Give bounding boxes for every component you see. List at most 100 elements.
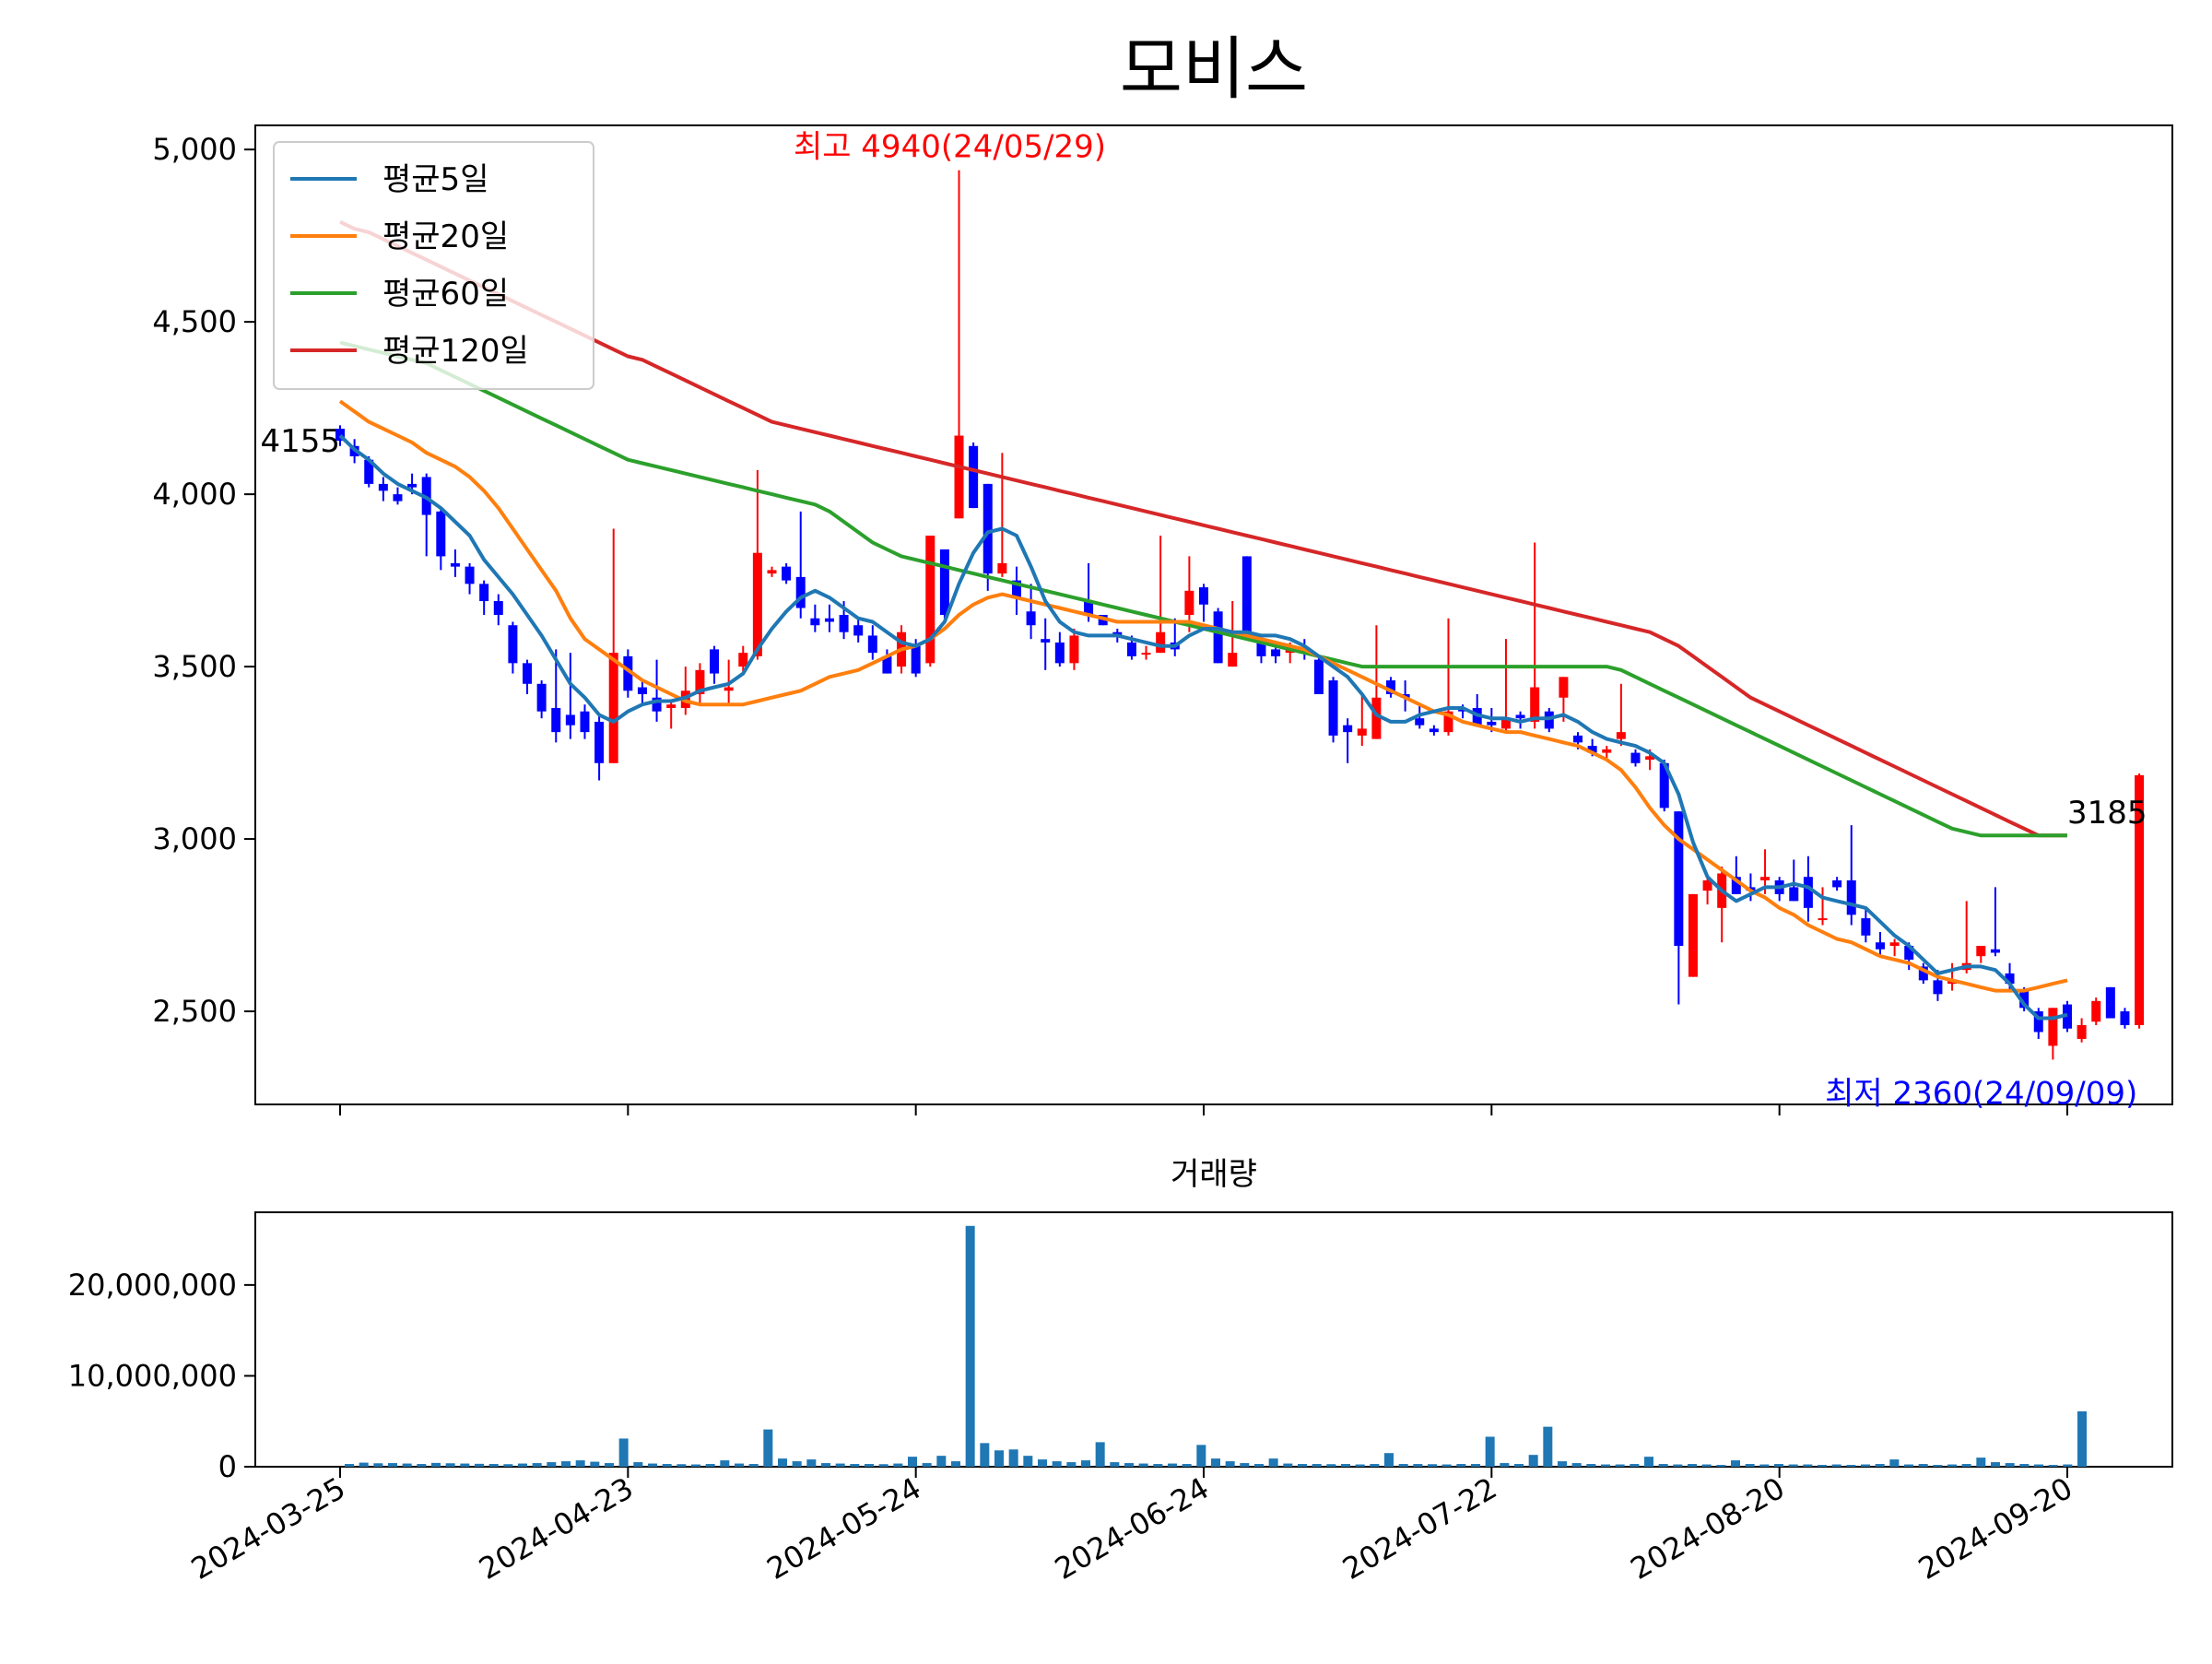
volume-panel-title: 거래량 xyxy=(1171,1156,1257,1193)
volume-bar xyxy=(1933,1465,1943,1467)
candle-body-up xyxy=(738,653,748,667)
candle-body-up xyxy=(2077,1024,2087,1039)
candle-body-up xyxy=(1228,653,1238,667)
legend-box xyxy=(273,141,594,390)
volume-bar xyxy=(691,1464,700,1467)
candle-body-up xyxy=(954,435,964,519)
candle-body-down xyxy=(911,645,921,674)
candle-body-down xyxy=(479,584,489,602)
candle-body-down xyxy=(1659,762,1669,808)
volume-bar xyxy=(1052,1461,1062,1467)
volume-bar xyxy=(1644,1457,1653,1467)
volume-bar xyxy=(806,1459,817,1467)
candle-body-up xyxy=(1500,718,1511,729)
candle-body-down xyxy=(1271,649,1281,656)
price-y-axis: 2,500 3,000 3,500 4,000 4,500 5,000 xyxy=(152,132,255,1029)
price-y-tick-label: 3,000 xyxy=(152,821,237,856)
volume-bar xyxy=(1543,1426,1553,1467)
volume-bar xyxy=(1571,1463,1582,1467)
volume-bar xyxy=(1456,1464,1466,1467)
candle-body-up xyxy=(1760,877,1771,880)
volume-bar xyxy=(1904,1464,1913,1467)
volume-bar xyxy=(1630,1464,1640,1467)
candle-body-down xyxy=(1731,877,1741,894)
volume-bar xyxy=(1701,1464,1712,1467)
volume-bar xyxy=(1081,1460,1090,1467)
volume-bar xyxy=(1413,1464,1423,1467)
volume-bar xyxy=(1731,1460,1740,1467)
volume-bar xyxy=(994,1450,1004,1467)
volume-bar xyxy=(1254,1464,1264,1467)
candle-body-up xyxy=(1645,756,1655,761)
volume-bar xyxy=(1355,1464,1365,1467)
volume-bar xyxy=(878,1464,888,1467)
volume-bar xyxy=(705,1464,715,1467)
candle-body-down xyxy=(1832,879,1842,888)
volume-bar xyxy=(1341,1464,1350,1467)
candle-body-down xyxy=(536,683,547,712)
candle-body-down xyxy=(580,711,590,733)
candle-body-down xyxy=(782,566,792,581)
candle-body-down xyxy=(853,625,864,636)
volume-bar xyxy=(1774,1464,1783,1467)
candle-body-down xyxy=(436,511,446,557)
candle-body-up xyxy=(608,653,618,763)
ma120-line xyxy=(339,219,2067,838)
candle-body-down xyxy=(969,445,979,509)
volume-y-tick-label: 20,000,000 xyxy=(68,1268,237,1303)
candle-body-up xyxy=(724,687,734,691)
candle-body-up xyxy=(997,562,1007,574)
volume-bar xyxy=(1312,1464,1322,1467)
ma5-line xyxy=(338,434,2068,1021)
volume-bar xyxy=(1196,1445,1206,1467)
volume-bar xyxy=(720,1460,730,1467)
candle-body-down xyxy=(1846,879,1856,915)
volume-bar xyxy=(388,1463,397,1467)
volume-bar xyxy=(1991,1462,2000,1467)
candle-body-down xyxy=(1199,587,1208,605)
volume-bar xyxy=(1861,1464,1870,1467)
volume-bar xyxy=(1066,1462,1077,1467)
volume-y-tick-label: 0 xyxy=(218,1449,237,1484)
first-close-annotation: 4155 xyxy=(260,423,340,460)
candle-body-down xyxy=(1041,639,1051,643)
volume-bar xyxy=(561,1461,571,1467)
candle-body-down xyxy=(465,566,475,584)
volume-bar xyxy=(908,1457,917,1467)
volume-bar xyxy=(951,1461,960,1467)
volume-bar xyxy=(460,1463,470,1467)
candle-body-down xyxy=(1803,877,1813,908)
volume-bar xyxy=(1095,1442,1105,1467)
volume-bar xyxy=(1211,1458,1220,1467)
candle-body-down xyxy=(393,494,403,502)
volume-bar xyxy=(1759,1464,1770,1467)
candle-body-down xyxy=(623,655,633,691)
candle-body-down xyxy=(2120,1011,2130,1025)
volume-bar xyxy=(1168,1463,1177,1467)
candle-body-up xyxy=(767,570,777,574)
volume-bar xyxy=(1788,1464,1798,1467)
volume-bar xyxy=(1803,1464,1813,1467)
volume-bar xyxy=(547,1462,557,1467)
volume-bar xyxy=(735,1463,744,1467)
volume-bar xyxy=(1601,1464,1610,1467)
candle-body-down xyxy=(839,615,849,632)
volume-bar xyxy=(1182,1464,1192,1467)
volume-bar xyxy=(402,1463,412,1467)
candle-body-up xyxy=(1069,635,1079,664)
candle-body-up xyxy=(752,552,762,656)
candle-body-down xyxy=(882,655,892,674)
candle-body-down xyxy=(637,687,647,695)
candle-body-down xyxy=(2005,973,2015,985)
price-panel-frame xyxy=(254,124,2173,1105)
candle-body-up xyxy=(1357,728,1367,736)
candle-body-up xyxy=(695,669,705,695)
volume-bar xyxy=(2063,1464,2073,1467)
candle-body-up xyxy=(1976,945,1986,957)
price-panel: 2,500 3,000 3,500 4,000 4,500 5,000 최고 4940(2… xyxy=(152,124,2173,1115)
volume-bar xyxy=(2034,1464,2043,1467)
volume-bar xyxy=(648,1463,657,1467)
volume-bar xyxy=(503,1464,513,1467)
